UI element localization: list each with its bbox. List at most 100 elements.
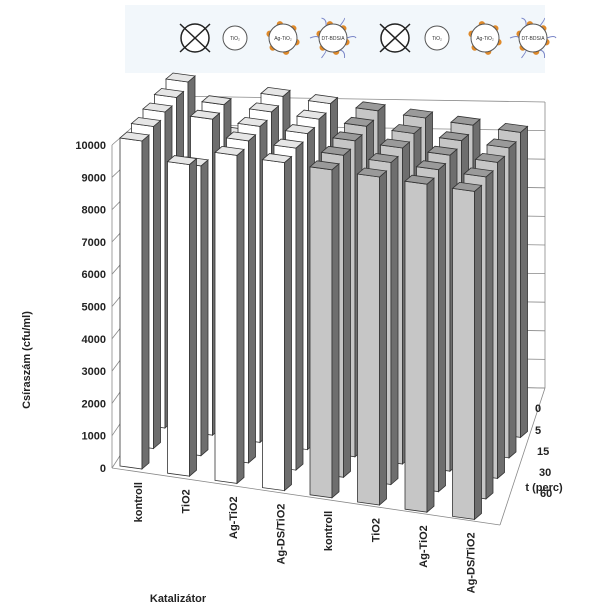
bar-side-face	[295, 141, 304, 471]
y-tick-label: 9000	[82, 172, 106, 184]
bar-front-face	[214, 151, 238, 484]
bar	[214, 145, 245, 485]
bar	[309, 160, 340, 499]
y-tick-label: 6000	[82, 269, 106, 281]
particle-core	[268, 23, 298, 53]
bar-top-face	[201, 95, 232, 106]
ag-ds-tio2-particle-icon: DT-BDS/A	[309, 17, 357, 59]
x-category-label: TiO2	[181, 489, 193, 513]
bar	[404, 174, 435, 514]
bar-top-face	[237, 116, 268, 127]
bar-top-face	[355, 101, 386, 112]
y-tick-label: 7000	[82, 237, 106, 249]
bar-side-face	[331, 162, 340, 499]
particle-label: TiO₂	[432, 36, 442, 42]
bar-top-face	[320, 145, 352, 156]
bar-top-face	[130, 117, 162, 127]
bar-front-face	[452, 187, 475, 520]
ag-tio2-particle-icon: Ag-TiO₂	[468, 21, 502, 55]
bar-side-face	[153, 119, 161, 450]
bar-front-face	[119, 137, 143, 470]
bar-side-face	[508, 141, 517, 459]
particle-core	[518, 23, 548, 53]
floor-right-edge	[499, 387, 546, 526]
x-category-label: kontroll	[323, 511, 335, 551]
particle-core	[470, 23, 500, 53]
bar-top-face	[451, 181, 483, 192]
bar-front-face	[167, 161, 190, 477]
surfactant-chain	[321, 17, 327, 26]
y-tick-label: 1000	[82, 431, 106, 443]
y-tick-label: 10000	[75, 140, 106, 152]
y-tick-label: 0	[100, 463, 106, 475]
bar-side-face	[236, 148, 245, 485]
y-tick-label: 4000	[82, 334, 106, 346]
x-category-label: Ag-TiO2	[228, 496, 240, 539]
bar-top-face	[427, 145, 458, 156]
bar-top-face	[356, 167, 388, 178]
ag-ds-tio2-particle-icon: DT-BDS/A	[509, 17, 557, 59]
bar-top-face	[261, 153, 293, 164]
z-axis-title: t (perc)	[525, 482, 563, 494]
surfactant-chain	[546, 36, 557, 39]
bar-top-face	[307, 94, 339, 105]
labels-group: kontroll TiO2 Ag-TiO2 Ag-DS/TiO2 kontroll TiO…	[133, 403, 552, 593]
bar-top-face	[248, 102, 280, 113]
bar-top-face	[486, 138, 517, 149]
bar	[261, 153, 293, 492]
bar-top-face	[165, 72, 196, 83]
surfactant-chain	[521, 17, 527, 26]
bar-side-face	[520, 125, 528, 439]
bar-top-face	[404, 174, 435, 185]
back-wall-gridline	[167, 95, 546, 103]
bar-top-face	[119, 131, 150, 142]
bar-top-face	[284, 124, 316, 135]
bar-side-face	[497, 155, 505, 480]
surfactant-chain	[346, 36, 357, 39]
particle-core	[318, 23, 348, 53]
bar-side-face	[284, 155, 292, 492]
bar-side-face	[189, 157, 197, 478]
bar-top-face	[379, 138, 411, 149]
x-axis-title: Katalizátor	[150, 593, 207, 605]
bar-top-face	[309, 160, 340, 171]
bar-front-face	[262, 159, 285, 492]
bar-side-face	[248, 134, 256, 464]
bar	[166, 155, 198, 478]
surfactant-chain	[539, 17, 546, 27]
particle-label: TiO₂	[230, 36, 240, 42]
bar-front-face	[309, 166, 333, 499]
y-axis-title: Csíraszám (cfu/ml)	[21, 311, 33, 409]
crossed-circle-icon	[179, 23, 211, 53]
bar	[356, 167, 388, 506]
y-tick-label: 5000	[82, 302, 106, 314]
particle-label: DT-BDS/A	[321, 36, 345, 42]
z-tick-label: 5	[535, 425, 541, 437]
bar-side-face	[438, 162, 446, 493]
bar-side-face	[200, 159, 209, 457]
particle-core	[222, 25, 248, 51]
bar-top-face	[438, 131, 470, 142]
x-category-label: TiO2	[371, 518, 383, 542]
bar-top-face	[214, 145, 245, 156]
bar-side-face	[390, 155, 399, 486]
bar-top-face	[166, 155, 198, 166]
bar-side-face	[343, 148, 351, 479]
z-tick-label: 60	[540, 488, 552, 500]
bar-top-face	[332, 131, 363, 142]
y-tick-label: 3000	[82, 366, 106, 378]
tio2-particle-icon: TiO₂	[222, 25, 248, 51]
bar-top-face	[474, 152, 506, 163]
bar-top-face	[368, 153, 399, 163]
bar-top-face	[450, 115, 481, 126]
tio2-particle-icon: TiO₂	[424, 25, 450, 51]
particle-core	[424, 25, 450, 51]
bar-side-face	[141, 134, 150, 470]
surfactant-chain	[539, 49, 546, 58]
y-tick-label: 8000	[82, 205, 106, 217]
bar-front-face	[404, 180, 428, 513]
bar-top-face	[497, 122, 529, 133]
bar-side-face	[379, 170, 387, 506]
surfactant-chain	[339, 17, 346, 27]
